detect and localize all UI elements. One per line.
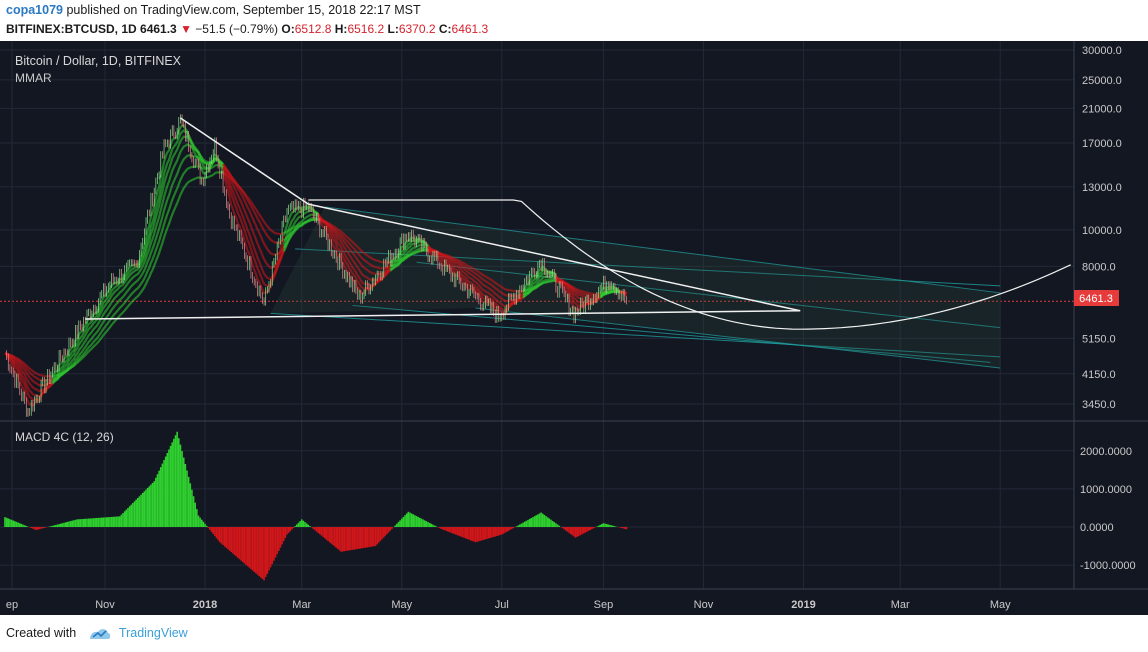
mmar-ribbon: [522, 279, 557, 293]
tradingview-logo-icon: [89, 628, 110, 639]
close-value: 6461.3: [451, 22, 489, 36]
parabolic-curve: [308, 199, 1071, 330]
mmar-ribbon: [222, 165, 285, 281]
macd-label: MACD 4C (12, 26): [15, 430, 114, 444]
high-label: H:: [334, 22, 348, 36]
channel-line: [416, 261, 1001, 329]
x-tick-label: ep: [6, 599, 18, 611]
indicator-label: MMAR: [15, 71, 52, 85]
y-tick-label: 13000.0: [1082, 182, 1122, 194]
mmar-ribbon: [222, 166, 285, 244]
mmar-ribbon: [222, 168, 285, 287]
x-tick-label: Jul: [495, 599, 509, 611]
x-tick-label: 2018: [193, 599, 217, 611]
current-price-label: 6461.3: [1079, 293, 1113, 305]
current-price-badge: [1074, 290, 1119, 306]
channel-line: [270, 312, 1001, 358]
footer: Created with TradingView: [6, 626, 188, 641]
open-value: 6512.8: [294, 22, 332, 36]
tradingview-link[interactable]: TradingView: [118, 626, 188, 640]
last-price: 6461.3: [140, 22, 177, 36]
x-tick-label: Mar: [292, 599, 311, 611]
mmar-ribbon: [52, 164, 224, 381]
channel-line: [324, 206, 1001, 294]
price-change: −51.5 (−0.79%): [195, 22, 279, 36]
candles: [4, 114, 628, 417]
mmar-ribbon: [222, 172, 285, 236]
published-text: published on TradingView.com, September …: [66, 3, 421, 17]
trend-line: [308, 203, 801, 312]
macd-y-tick-label: 0.0000: [1080, 522, 1114, 534]
y-tick-label: 5150.0: [1082, 333, 1116, 345]
trend-line: [180, 117, 309, 205]
low-label: L:: [387, 22, 399, 36]
low-value: 6370.2: [398, 22, 436, 36]
mmar-ribbon: [427, 245, 524, 311]
mmar-ribbon: [522, 269, 557, 296]
mmar-ribbon: [52, 171, 224, 378]
macd-y-tick-label: 2000.0000: [1080, 446, 1132, 458]
y-tick-label: 17000.0: [1082, 138, 1122, 150]
y-tick-label: 25000.0: [1082, 75, 1122, 87]
x-tick-label: Nov: [95, 599, 115, 611]
symbol-label: BITFINEX:BTCUSD, 1D: [6, 22, 137, 36]
y-tick-label: 30000.0: [1082, 45, 1122, 57]
price-chart[interactable]: 30000.0 25000.0 21000.0 17000.0 13000.0 10000…: [0, 41, 1148, 615]
mmar-ribbon: [4, 352, 53, 378]
open-label: O:: [281, 22, 295, 36]
mmar-ribbon: [555, 280, 601, 296]
mmar-ribbon: [317, 213, 391, 287]
channel-area: [270, 206, 1001, 368]
mmar-ribbon: [51, 135, 225, 384]
macd-y-tick-label: -1000.0000: [1080, 560, 1136, 572]
x-tick-label: May: [391, 599, 412, 611]
mmar-ribbon: [282, 207, 319, 246]
y-tick-label: 21000.0: [1082, 103, 1122, 115]
chart-title: Bitcoin / Dollar, 1D, BITFINEX: [15, 54, 182, 68]
y-tick-label: 4150.0: [1082, 369, 1116, 381]
y-tick-label: 8000.0: [1082, 261, 1116, 273]
trend-lines: [85, 117, 1071, 330]
trend-line: [85, 309, 801, 320]
channel-lines: [270, 206, 1001, 369]
macd-y-tick-label: 1000.0000: [1080, 484, 1132, 496]
author-link[interactable]: copa1079: [6, 3, 63, 17]
axes: 30000.0 25000.0 21000.0 17000.0 13000.0 10000…: [0, 41, 1148, 611]
x-tick-label: Nov: [694, 599, 714, 611]
y-tick-label: 10000.0: [1082, 225, 1122, 237]
y-tick-label: 3450.0: [1082, 399, 1116, 411]
down-arrow-icon: ▼: [180, 22, 192, 36]
x-tick-label: 2019: [791, 599, 815, 611]
mmar-ribbon: [283, 218, 319, 235]
x-tick-label: Sep: [594, 599, 614, 611]
x-tick-label: Mar: [891, 599, 910, 611]
mmar-ribbon: [317, 218, 391, 264]
created-with-label: Created with: [6, 626, 77, 640]
mmar-ribbon: [427, 249, 524, 293]
chart-header: copa1079 published on TradingView.com, S…: [6, 3, 1146, 41]
high-value: 6516.2: [347, 22, 385, 36]
channel-line: [475, 307, 1001, 369]
close-label: C:: [438, 22, 452, 36]
mmar-ribbon: [51, 143, 224, 385]
x-tick-label: May: [990, 599, 1011, 611]
macd-histogram: [4, 431, 628, 581]
mmar-ribbon: [51, 154, 224, 384]
